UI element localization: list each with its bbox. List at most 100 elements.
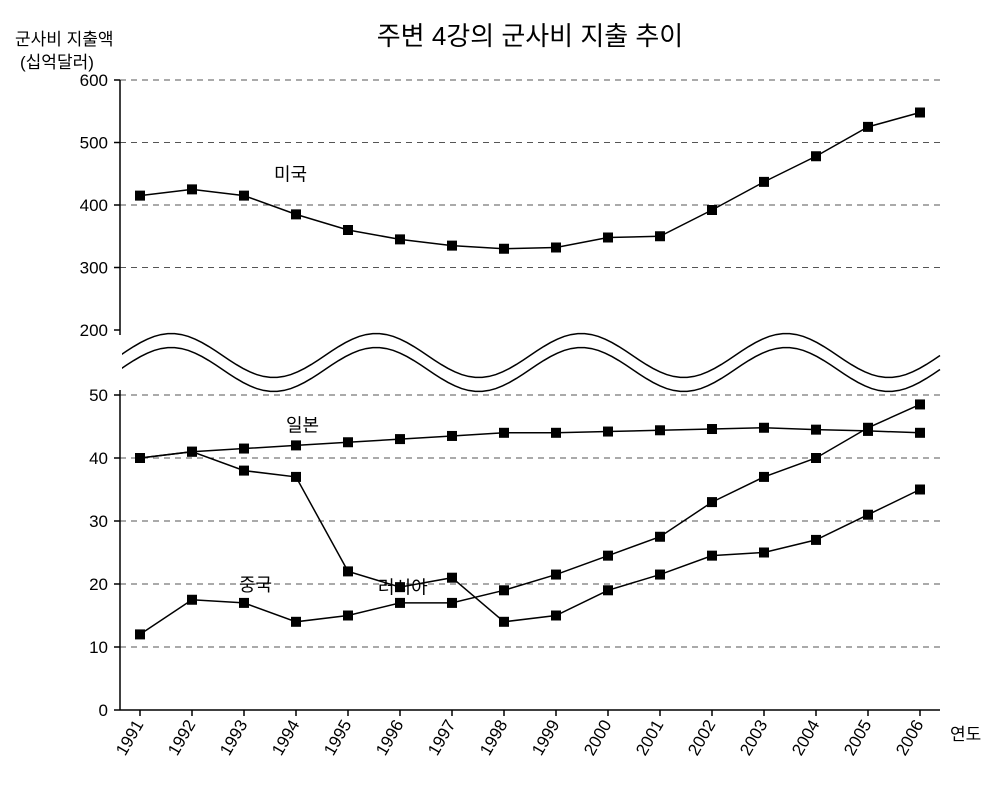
y-tick-label: 30 xyxy=(89,512,108,531)
series-marker xyxy=(291,472,301,482)
x-tick-label: 2003 xyxy=(736,717,771,759)
series-marker xyxy=(499,428,509,438)
x-tick-label: 1997 xyxy=(424,717,459,759)
series-marker xyxy=(551,570,561,580)
chart-title: 주변 4강의 군사비 지출 추이 xyxy=(377,21,683,51)
series-marker xyxy=(499,617,509,627)
series-label: 일본 xyxy=(286,415,319,435)
series-marker xyxy=(343,437,353,447)
series-marker xyxy=(915,399,925,409)
series-marker xyxy=(707,551,717,561)
x-tick-label: 2004 xyxy=(788,717,823,759)
x-tick-label: 1999 xyxy=(528,717,563,759)
x-tick-label: 1995 xyxy=(320,717,355,759)
series-marker xyxy=(343,566,353,576)
x-tick-label: 1993 xyxy=(216,717,251,759)
y-tick-label: 20 xyxy=(89,575,108,594)
series-marker xyxy=(655,231,665,241)
x-tick-label: 2005 xyxy=(840,717,875,759)
series-marker xyxy=(863,423,873,433)
series-marker xyxy=(187,184,197,194)
axis-break-axis-mask xyxy=(118,332,122,394)
series-marker xyxy=(551,611,561,621)
series-marker xyxy=(811,151,821,161)
x-tick-label: 1992 xyxy=(164,717,199,759)
series-marker xyxy=(655,570,665,580)
series-marker xyxy=(759,177,769,187)
series-marker xyxy=(499,585,509,595)
series-marker xyxy=(603,585,613,595)
series-marker xyxy=(915,485,925,495)
series-marker xyxy=(239,444,249,454)
series-marker xyxy=(863,510,873,520)
series-marker xyxy=(915,108,925,118)
x-tick-label: 2001 xyxy=(632,717,667,759)
series-marker xyxy=(707,497,717,507)
series-marker xyxy=(603,551,613,561)
series-line xyxy=(140,404,920,634)
series-marker xyxy=(135,453,145,463)
series-marker xyxy=(655,425,665,435)
y-tick-label: 0 xyxy=(99,701,108,720)
series-marker xyxy=(603,233,613,243)
y-tick-label: 50 xyxy=(89,386,108,405)
series-marker xyxy=(811,425,821,435)
x-tick-label: 2000 xyxy=(580,717,615,759)
series-marker xyxy=(291,440,301,450)
chart-container: 주변 4강의 군사비 지출 추이군사비 지출액(십억달러)연도200300400… xyxy=(0,0,1000,794)
y-tick-label: 500 xyxy=(80,134,108,153)
x-tick-label: 1998 xyxy=(476,717,511,759)
series-marker xyxy=(135,191,145,201)
series-marker xyxy=(343,611,353,621)
series-line xyxy=(140,113,920,249)
y-tick-label: 600 xyxy=(80,71,108,90)
series-marker xyxy=(239,466,249,476)
series-marker xyxy=(655,532,665,542)
series-line xyxy=(140,452,920,622)
y-tick-label: 200 xyxy=(80,321,108,340)
series-marker xyxy=(291,617,301,627)
series-marker xyxy=(759,472,769,482)
series-marker xyxy=(915,428,925,438)
series-marker xyxy=(551,243,561,253)
series-marker xyxy=(499,244,509,254)
series-marker xyxy=(811,453,821,463)
series-marker xyxy=(291,209,301,219)
series-label: 중국 xyxy=(239,575,272,595)
series-marker xyxy=(603,427,613,437)
x-tick-label: 1991 xyxy=(112,717,147,759)
series-label: 러시아 xyxy=(378,577,428,597)
series-marker xyxy=(447,573,457,583)
series-marker xyxy=(551,428,561,438)
y-tick-label: 40 xyxy=(89,449,108,468)
series-marker xyxy=(863,122,873,132)
series-marker xyxy=(759,548,769,558)
series-marker xyxy=(707,424,717,434)
x-tick-label: 1994 xyxy=(268,717,303,759)
series-marker xyxy=(811,535,821,545)
series-marker xyxy=(187,595,197,605)
x-axis-label: 연도 xyxy=(950,725,981,744)
x-tick-label: 2006 xyxy=(892,717,927,759)
series-marker xyxy=(135,629,145,639)
y-tick-label: 10 xyxy=(89,638,108,657)
series-marker xyxy=(187,447,197,457)
y-axis-label-2: (십억달러) xyxy=(20,53,94,72)
series-label: 미국 xyxy=(274,165,307,185)
series-marker xyxy=(343,225,353,235)
y-tick-label: 300 xyxy=(80,259,108,278)
series-marker xyxy=(447,598,457,608)
series-marker xyxy=(707,205,717,215)
chart-svg: 주변 4강의 군사비 지출 추이군사비 지출액(십억달러)연도200300400… xyxy=(0,0,1000,794)
x-tick-label: 1996 xyxy=(372,717,407,759)
series-marker xyxy=(395,434,405,444)
y-axis-label-1: 군사비 지출액 xyxy=(15,30,114,49)
series-marker xyxy=(239,598,249,608)
series-marker xyxy=(239,191,249,201)
series-marker xyxy=(759,423,769,433)
series-marker xyxy=(447,431,457,441)
series-marker xyxy=(395,598,405,608)
y-tick-label: 400 xyxy=(80,196,108,215)
series-marker xyxy=(447,241,457,251)
x-tick-label: 2002 xyxy=(684,717,719,759)
